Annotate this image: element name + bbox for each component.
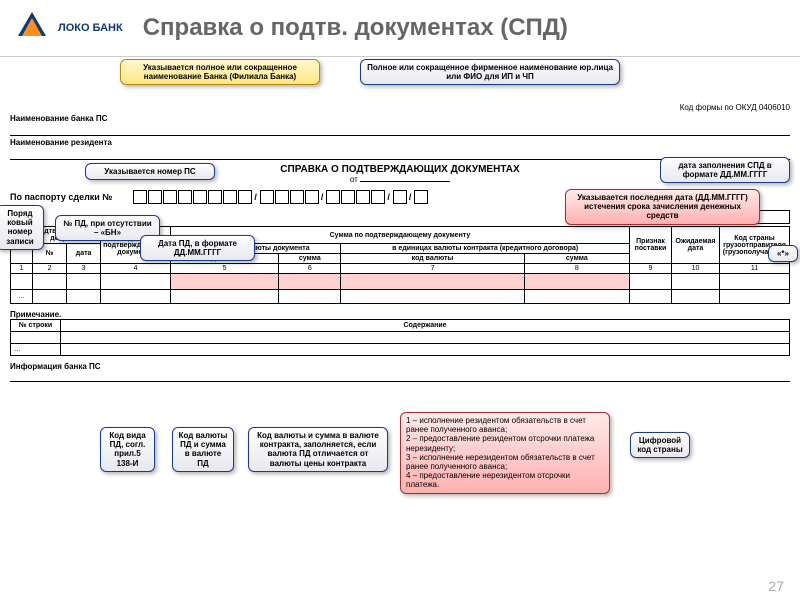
prim-table: № строкиСодержание … [10,319,790,356]
callout-pd-date: Дата ПД, в формате ДД.ММ.ГГГГ [140,235,255,261]
page-number: 27 [768,578,784,594]
bank-name: ЛОКО БАНК [58,23,123,34]
data-row[interactable] [11,274,790,290]
th-priznak: Признак поставки [630,227,672,264]
th-expdate: Ожидаемая дата [672,227,720,264]
callout-entity-name: Полное или сокращенное фирменное наимено… [360,59,620,85]
page-title: Справка о подтв. документах (СПД) [143,14,568,42]
callout-asterisk: «*» [768,245,798,262]
info-bank-label: Информация банка ПС [10,362,790,371]
th-kval2: код валюты [341,254,524,264]
data-row[interactable]: … [11,290,790,304]
bank-logo: ЛОКО БАНК [12,8,123,48]
num-row: 1234567891011 [11,264,790,274]
field-bank-ps[interactable] [10,125,790,136]
logo-icon [12,8,52,48]
pbox[interactable] [133,190,147,204]
callout-code-pd: Код вида ПД, согл. прил.5 138-И [100,427,155,472]
prim-label: Примечание. [10,310,790,319]
th-summa1: сумма [279,254,341,264]
info-bank-field[interactable] [10,371,790,382]
callout-country-code: Цифровой код страны [630,432,690,458]
th-summa2: сумма [524,254,629,264]
callout-fill-date: дата заполнения СПД в формате ДД.ММ.ГГГГ [660,157,790,183]
callout-ps-number: Указывается номер ПС [85,163,215,180]
callout-bank-name: Указывается полное или сокращенное наиме… [120,59,320,85]
callout-record-seq: Поряд ковый номер записи [0,205,44,250]
okud-code: Код формы по ОКУД 0406010 [10,103,790,112]
passport-label: По паспорту сделки № [10,192,112,202]
callout-currency-pd: Код валюты ПД и сумма в валюте ПД [172,427,234,472]
document-area: Указывается полное или сокращенное наиме… [0,57,800,382]
callout-currency-contract: Код валюты и сумма в валюте контракта, з… [248,427,388,472]
label-bank-ps: Наименование банка ПС [10,114,790,123]
header: ЛОКО БАНК Справка о подтв. документах (С… [0,0,800,57]
label-resident: Наименование резидента [10,138,790,147]
callout-last-date: Указывается последняя дата (ДД.ММ.ГГГГ) … [565,189,760,225]
th-sum2: в единицах валюты контракта (кредитного … [341,244,630,254]
th-date: дата [67,244,101,264]
callout-supply-sign: 1 – исполнение резидентом обязательств в… [400,412,610,494]
